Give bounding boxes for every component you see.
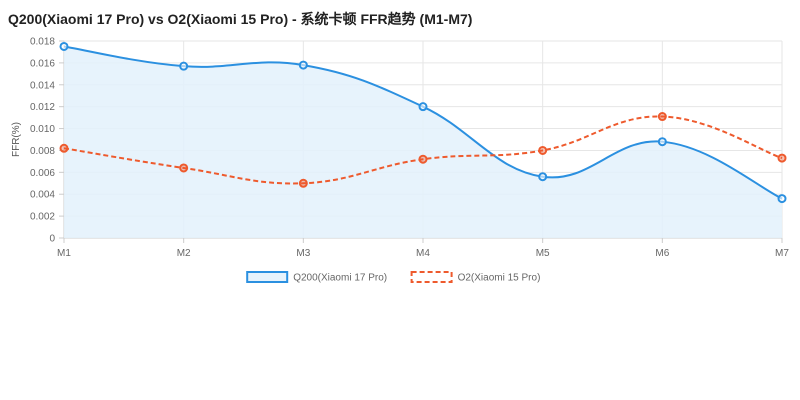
x-tick-labels: M1 M2 M3 M4 M5 M6 M7 <box>57 248 789 259</box>
y-tick-label: 0.002 <box>30 212 55 223</box>
series-layer <box>59 41 787 238</box>
x-tick-label: M4 <box>416 248 430 259</box>
series-2-point-M4[interactable] <box>418 154 428 164</box>
x-tick-label: M3 <box>296 248 310 259</box>
legend-item-1[interactable]: Q200(Xiaomi 17 Pro) <box>246 271 387 284</box>
series-2-point-M1[interactable] <box>59 143 69 153</box>
series-1-point-M5[interactable] <box>538 172 548 182</box>
series-2-point-M6[interactable] <box>657 112 667 122</box>
series-2-point-M2[interactable] <box>179 163 189 173</box>
x-tick-label: M1 <box>57 248 71 259</box>
series-2-point-M3[interactable] <box>298 178 308 188</box>
x-tick-label: M7 <box>775 248 789 259</box>
legend-item-2[interactable]: O2(Xiaomi 15 Pro) <box>410 271 541 284</box>
x-tick-label: M5 <box>536 248 550 259</box>
y-tick-label: 0.012 <box>30 102 55 113</box>
y-tick-label: 0.008 <box>30 146 55 157</box>
legend-label: O2(Xiaomi 15 Pro) <box>458 273 541 284</box>
series-line-2 <box>63 115 783 185</box>
y-tick-labels: 0 0.002 0.004 0.006 0.008 0.010 0.012 0.014 0.01… <box>30 37 55 245</box>
series-2-point-M7[interactable] <box>777 153 787 163</box>
chart-title: Q200(Xiaomi 17 Pro) vs O2(Xiaomi 15 Pro)… <box>8 11 473 27</box>
series-1-point-M6[interactable] <box>657 137 667 147</box>
y-tick-label: 0.004 <box>30 190 55 201</box>
series-1-point-M1[interactable] <box>59 41 69 51</box>
series-area-1 <box>64 46 782 238</box>
y-tick-label: 0 <box>49 234 55 245</box>
y-tick-label: 0.006 <box>30 168 55 179</box>
series-2-point-M5[interactable] <box>538 145 548 155</box>
legend-swatch <box>246 271 289 283</box>
series-1-point-M7[interactable] <box>777 194 787 204</box>
y-tick-label: 0.014 <box>30 80 55 91</box>
legend-swatch <box>410 271 453 283</box>
legend-label: Q200(Xiaomi 17 Pro) <box>293 273 387 284</box>
y-tick-label: 0.016 <box>30 58 55 69</box>
y-axis-label: FFR(%) <box>11 122 22 157</box>
y-tick-label: 0.010 <box>30 124 55 135</box>
x-tick-label: M2 <box>177 248 191 259</box>
x-tick-label: M6 <box>655 248 669 259</box>
y-tick-label: 0.018 <box>30 37 55 48</box>
series-1-point-M3[interactable] <box>298 60 308 70</box>
legend[interactable]: Q200(Xiaomi 17 Pro) O2(Xiaomi 15 Pro) <box>246 271 541 284</box>
series-1-point-M2[interactable] <box>179 61 189 71</box>
series-1-point-M4[interactable] <box>418 102 428 112</box>
